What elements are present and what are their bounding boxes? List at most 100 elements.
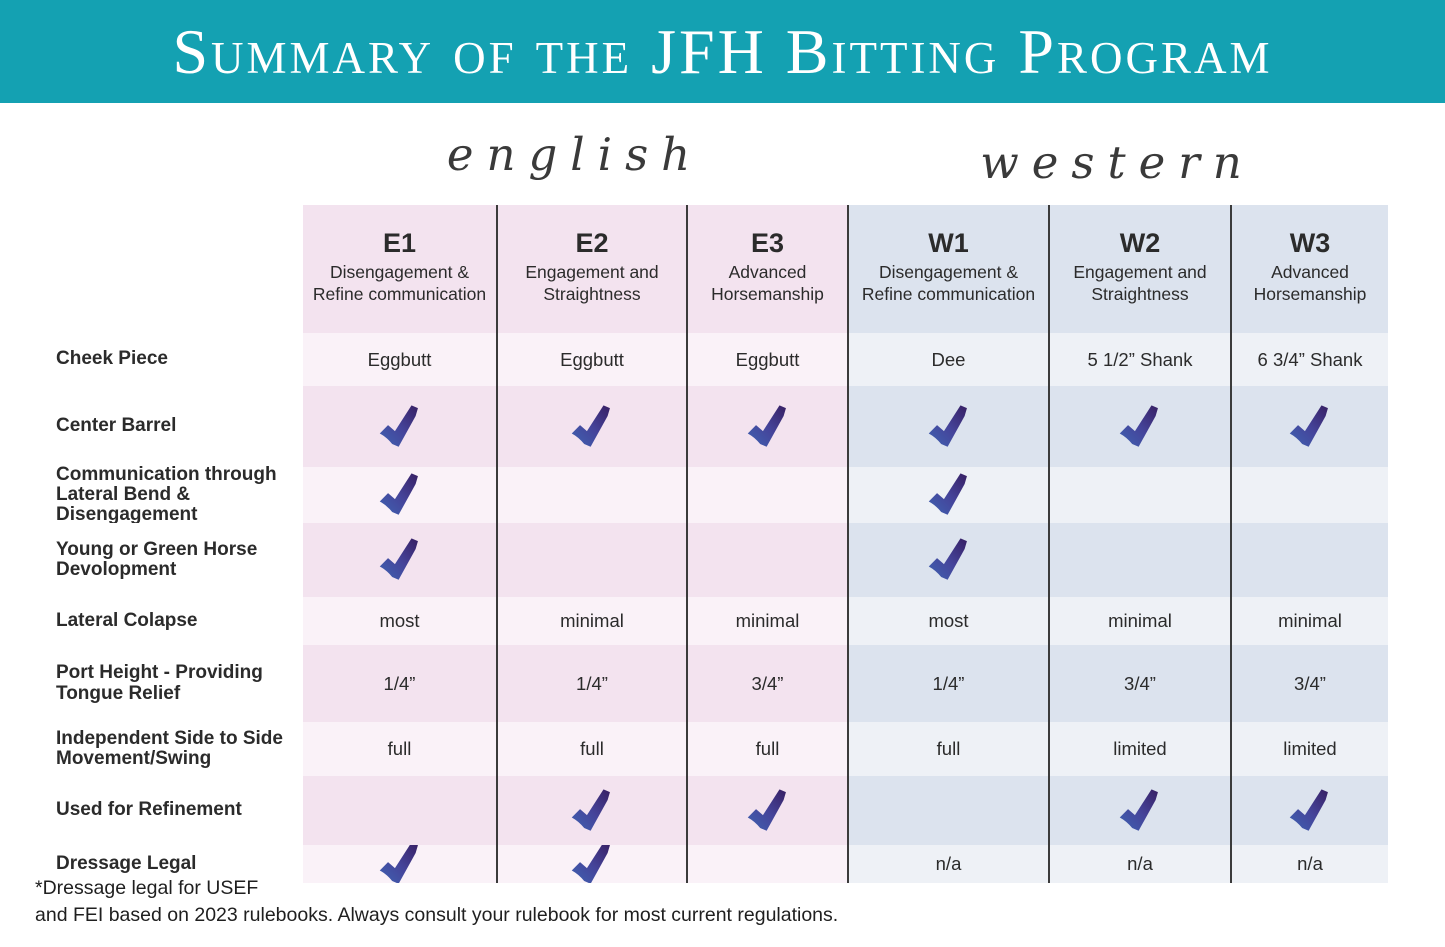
table-cell: full [496,722,686,776]
table-cell [496,467,686,523]
check-icon [1289,788,1328,831]
footnote-line-1: *Dressage legal for USEF [35,877,259,899]
table-row-center-barrel: Center Barrel [0,386,1388,467]
check-icon [928,538,967,580]
table-row-young-green-horse: Young or Green Horse Devolopment [0,523,1388,597]
table-row-used-for-refinement: Used for Refinement [0,776,1388,845]
table-cell [847,386,1048,467]
check-icon [1119,404,1158,447]
table-cell: n/a [847,845,1048,883]
column-subtitle: Advanced Horsemanship [711,261,824,304]
table-cell: minimal [1230,597,1388,645]
table-cell [303,386,496,467]
table-cell: minimal [1048,597,1230,645]
row-label: Cheek Piece [0,333,303,386]
table-cell [1048,523,1230,597]
table-cell: 3/4” [686,645,847,722]
table-row-cheek-piece: Cheek Piece Eggbutt Eggbutt Eggbutt Dee … [0,333,1388,386]
column-subtitle: Engagement and Straightness [1073,261,1207,304]
table-cell: Eggbutt [303,333,496,386]
column-header-e1: E1 Disengagement & Refine communication [303,205,496,333]
row-label: Young or Green Horse Devolopment [0,523,303,597]
check-icon [747,404,786,447]
table-cell: full [847,722,1048,776]
row-label: Independent Side to Side Movement/Swing [0,722,303,776]
row-label: Lateral Colapse [0,597,303,645]
table-cell: full [303,722,496,776]
table-cell [303,845,496,883]
check-icon [379,538,418,580]
column-code: W1 [928,228,969,258]
footnote: *Dressage legal for USEF and FEI based o… [35,875,935,929]
footnote-line-2: and FEI based on 2023 rulebooks. Always … [35,904,839,926]
column-code: E2 [575,228,609,258]
check-icon [1119,788,1158,831]
header-spacer [0,205,303,333]
column-header-e2: E2 Engagement and Straightness [496,205,686,333]
check-icon [571,404,610,447]
table-cell: minimal [496,597,686,645]
table-cell: limited [1048,722,1230,776]
table-cell [303,467,496,523]
column-header-w2: W2 Engagement and Straightness [1048,205,1230,333]
row-label: Communication through Lateral Bend & Dis… [0,464,303,525]
title-banner: Summary of the JFH Bitting Program [0,0,1445,103]
check-icon [747,788,786,831]
row-label: Dressage Legal [0,845,303,883]
table-cell [303,523,496,597]
table-cell [686,386,847,467]
row-label: Center Barrel [0,386,303,467]
table-cell: Eggbutt [496,333,686,386]
table-cell: n/a [1048,845,1230,883]
table-cell [686,523,847,597]
table-cell: most [303,597,496,645]
table-row-communication: Communication through Lateral Bend & Dis… [0,464,1388,525]
table-cell: 1/4” [847,645,1048,722]
table-cell [1230,776,1388,845]
table-cell: full [686,722,847,776]
check-icon [379,845,418,883]
table-cell: n/a [1230,845,1388,883]
table-cell [1048,467,1230,523]
table-cell [1230,523,1388,597]
row-label: Used for Refinement [0,776,303,845]
column-code: E3 [750,228,785,258]
table-cell [686,467,847,523]
check-icon [379,473,418,515]
column-subtitle: Advanced Horsemanship [1253,261,1367,304]
table-cell: most [847,597,1048,645]
table-cell: 1/4” [303,645,496,722]
check-icon [928,473,967,515]
table-cell [1048,386,1230,467]
table-cell [496,845,686,883]
table-cell [686,845,847,883]
table-cell [1230,467,1388,523]
table-cell [847,776,1048,845]
column-code: W3 [1289,228,1331,258]
table-header-row: E1 Disengagement & Refine communication … [0,205,1388,333]
section-label-western: western [980,136,1255,189]
table-cell: 1/4” [496,645,686,722]
table-cell [686,776,847,845]
table-cell [847,467,1048,523]
page-title: Summary of the JFH Bitting Program [172,15,1273,87]
table-cell [1048,776,1230,845]
column-header-w3: W3 Advanced Horsemanship [1230,205,1388,333]
check-icon [571,788,610,831]
column-header-e3: E3 Advanced Horsemanship [686,205,847,333]
table-cell [496,523,686,597]
table-cell: 6 3/4” Shank [1230,333,1388,386]
table-row-lateral-colapse: Lateral Colapse most minimal minimal mos… [0,597,1388,645]
table-cell: Dee [847,333,1048,386]
check-icon [571,845,610,883]
table-row-independent-movement: Independent Side to Side Movement/Swing … [0,722,1388,776]
column-code: E1 [382,228,417,258]
table-cell: 3/4” [1048,645,1230,722]
row-label: Port Height - Providing Tongue Relief [0,645,303,722]
table-cell [496,386,686,467]
column-subtitle: Disengagement & Refine communication [861,261,1036,304]
check-icon [379,404,418,447]
table-cell: 5 1/2” Shank [1048,333,1230,386]
section-label-english: english [446,128,704,181]
table-cell [303,776,496,845]
